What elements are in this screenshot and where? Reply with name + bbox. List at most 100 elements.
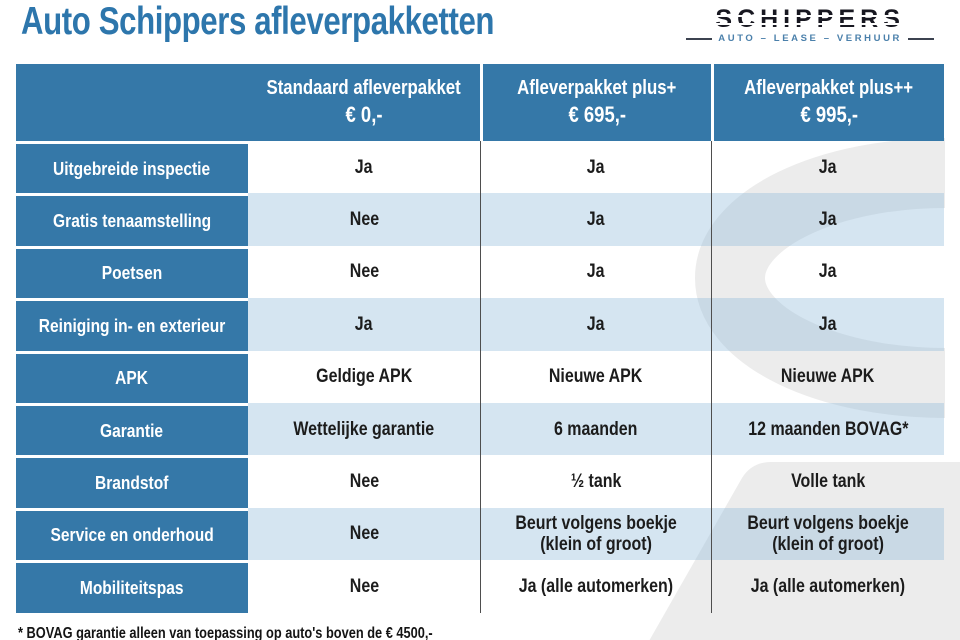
table-header-row: Standaard afleverpakket € 0,- Afleverpak… <box>16 64 944 141</box>
row-label-cell: Mobiliteitspas <box>16 560 248 613</box>
row-value-plus: 6 maanden <box>480 402 711 456</box>
logo-tagline-text: AUTO – LEASE – VERHUUR <box>718 33 902 44</box>
table-row: Mobiliteitspas Nee Ja (alle automerken) … <box>16 560 944 613</box>
row-value-standaard: Ja <box>248 298 480 351</box>
table-row: Brandstof Nee ½ tank Volle tank <box>16 455 944 508</box>
row-value-text: ½ tank <box>570 470 622 492</box>
package-name: Afleverpakket plus+ <box>517 77 677 100</box>
row-value-standaard: Ja <box>248 141 480 193</box>
row-value-plus: ½ tank <box>480 455 711 508</box>
row-label-text: Mobiliteitspas <box>80 576 184 598</box>
package-name: Afleverpakket plus++ <box>744 77 914 100</box>
row-value-standaard: Geldige APK <box>248 351 480 403</box>
row-value-text: Ja <box>819 261 837 283</box>
row-label-text: Reiniging in- en exterieur <box>38 314 226 336</box>
footnote: * BOVAG garantie alleen van toepassing o… <box>18 625 536 640</box>
row-value-text: 6 maanden <box>554 418 638 440</box>
row-label-cell: Brandstof <box>16 455 248 508</box>
header-cell-standaard: Standaard afleverpakket € 0,- <box>248 64 480 141</box>
header-cell-empty <box>16 64 248 141</box>
row-value-text: Nee <box>349 575 379 597</box>
logo-tagline: AUTO – LEASE – VERHUUR <box>686 33 934 44</box>
table-row: Uitgebreide inspectie Ja Ja Ja <box>16 141 944 194</box>
row-value-plusplus: Ja <box>711 245 944 299</box>
row-label-cell: Poetsen <box>16 245 248 299</box>
tagline-rule-right <box>908 37 934 40</box>
row-value-text: Nee <box>349 470 379 492</box>
row-value-text: Ja <box>587 156 605 178</box>
packages-table: Standaard afleverpakket € 0,- Afleverpak… <box>16 64 944 613</box>
row-value-standaard: Nee <box>248 246 480 298</box>
row-value-standaard: Wettelijke garantie <box>248 402 480 456</box>
row-value-standaard: Nee <box>248 193 480 246</box>
row-label-text: Uitgebreide inspectie <box>53 157 211 179</box>
row-value-plus: Nieuwe APK <box>480 350 711 403</box>
row-label-text: Poetsen <box>101 262 163 284</box>
row-value-text: 12 maanden BOVAG* <box>747 418 909 440</box>
row-value-text: Nieuwe APK <box>549 366 643 388</box>
row-value-text: Nee <box>349 261 379 283</box>
row-value-text: Ja (alle automerken) <box>750 575 906 597</box>
header-cell-plusplus: Afleverpakket plus++ € 995,- <box>711 64 944 141</box>
row-value-plusplus: Ja <box>711 141 944 194</box>
logo-brand-text: SCHIPPERS <box>715 5 905 33</box>
row-label-cell: Reiniging in- en exterieur <box>16 298 248 351</box>
row-value-text: Wettelijke garantie <box>293 418 435 440</box>
package-price: € 0,- <box>345 102 383 128</box>
table-row: Poetsen Nee Ja Ja <box>16 245 944 299</box>
row-value-plusplus: Ja (alle automerken) <box>711 560 944 613</box>
row-value-text: Nee <box>349 523 379 545</box>
row-value-plus: Ja (alle automerken) <box>480 560 711 613</box>
row-value-plus: Ja <box>480 193 711 246</box>
tagline-rule-left <box>686 37 713 40</box>
row-value-text: Nieuwe APK <box>781 366 875 388</box>
row-value-plus: Ja <box>480 141 711 194</box>
table-row: Gratis tenaamstelling Nee Ja Ja <box>16 193 944 246</box>
row-value-plus: Ja <box>480 245 711 299</box>
package-price: € 695,- <box>568 102 626 128</box>
row-label-cell: Uitgebreide inspectie <box>16 141 248 194</box>
row-value-plusplus: Ja <box>711 298 944 351</box>
table-row: Garantie Wettelijke garantie 6 maanden 1… <box>16 402 944 456</box>
row-value-plusplus: Nieuwe APK <box>711 350 944 403</box>
row-label-text: APK <box>115 367 149 389</box>
row-value-plus: Beurt volgens boekje (klein of groot) <box>480 507 711 561</box>
row-value-plusplus: Volle tank <box>711 455 944 508</box>
row-value-plus: Ja <box>480 298 711 351</box>
logo-stencil-cut <box>713 14 907 18</box>
row-label-cell: APK <box>16 350 248 403</box>
row-label-text: Gratis tenaamstelling <box>52 210 212 232</box>
row-value-text: Ja <box>819 156 837 178</box>
row-label-cell: Service en onderhoud <box>16 507 248 561</box>
table-row: Service en onderhoud Nee Beurt volgens b… <box>16 507 944 561</box>
row-value-standaard: Nee <box>248 507 480 561</box>
row-value-text: Volle tank <box>790 470 866 492</box>
row-label-cell: Garantie <box>16 402 248 456</box>
logo-wordmark: SCHIPPERS <box>713 5 907 33</box>
footnote-text: * BOVAG garantie alleen van toepassing o… <box>18 625 433 640</box>
header-cell-plus: Afleverpakket plus+ € 695,- <box>480 64 711 141</box>
table-body: Uitgebreide inspectie Ja Ja Ja Gratis te… <box>16 141 944 613</box>
row-value-text: Ja <box>355 156 373 178</box>
page-title-text: Auto Schippers afleverpakketten <box>21 0 495 43</box>
logo-stencil-cut <box>713 22 907 25</box>
page-title: Auto Schippers afleverpakketten <box>21 0 612 44</box>
row-value-plusplus: Beurt volgens boekje (klein of groot) <box>711 507 944 561</box>
row-value-standaard: Nee <box>248 455 480 507</box>
row-value-text: Beurt volgens boekje (klein of groot) <box>747 512 909 555</box>
row-label-text: Service en onderhoud <box>50 524 214 546</box>
row-value-text: Geldige APK <box>315 366 413 388</box>
row-value-text: Ja <box>819 208 837 230</box>
row-value-text: Nee <box>349 208 379 230</box>
row-value-text: Ja <box>819 313 837 335</box>
row-label-text: Garantie <box>100 419 164 441</box>
row-value-text: Beurt volgens boekje (klein of groot) <box>515 512 677 555</box>
row-value-text: Ja <box>587 208 605 230</box>
row-value-text: Ja (alle automerken) <box>518 575 674 597</box>
row-value-text: Ja <box>587 313 605 335</box>
row-value-text: Ja <box>587 261 605 283</box>
row-value-text: Ja <box>355 313 373 335</box>
row-value-plusplus: Ja <box>711 193 944 246</box>
